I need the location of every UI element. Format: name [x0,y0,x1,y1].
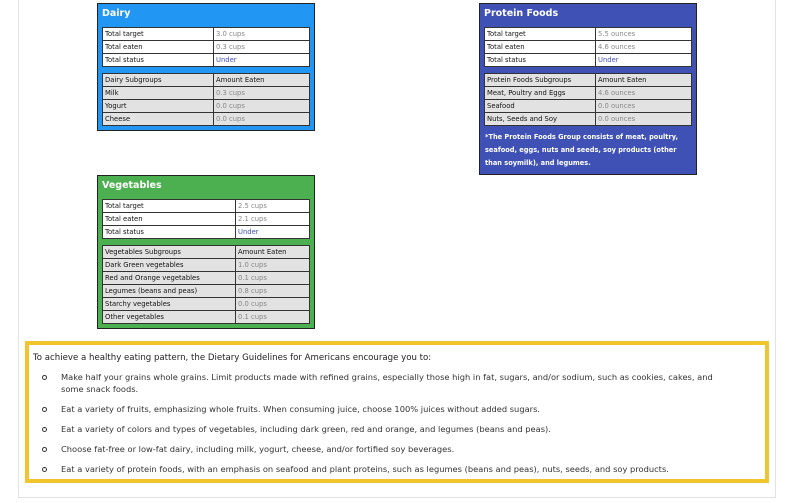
summary-row: Total status Under [102,53,310,67]
summary-value: 3.0 cups [213,27,310,41]
guideline-item: Eat a variety of colors and types of veg… [42,423,765,435]
subgroup-label: Cheese [102,112,214,126]
subgroup-row: Legumes (beans and peas) 0.8 cups [102,284,310,298]
content-frame [18,0,776,498]
subgroup-value: 0.8 cups [235,284,310,298]
subgroup-label: Legumes (beans and peas) [102,284,236,298]
guidelines-box: To achieve a healthy eating pattern, the… [25,341,769,483]
summary-label: Total eaten [102,40,214,54]
summary-label: Total target [484,27,596,41]
summary-value: 2.5 cups [235,199,310,213]
subgroup-value: 0.0 ounces [595,112,692,126]
summary-row: Total target 2.5 cups [102,199,310,213]
subgroup-row: Yogurt 0.0 cups [102,99,310,113]
subgroup-row: Other vegetables 0.1 cups [102,310,310,324]
panel-title: Dairy [102,8,131,19]
summary-table: Total target 5.5 ounces Total eaten 4.6 oun… [484,27,692,67]
subgroup-row: Starchy vegetables 0.0 cups [102,297,310,311]
summary-label: Total eaten [484,40,596,54]
panel-title: Vegetables [102,180,162,191]
subgroup-label: Milk [102,86,214,100]
panel-title: Protein Foods [484,8,559,19]
header-cell: Vegetables Subgroups [102,245,236,259]
subgroup-row: Dark Green vegetables 1.0 cups [102,258,310,272]
header-cell: Amount Eaten [595,73,692,87]
summary-label: Total target [102,27,214,41]
guidelines-intro: To achieve a healthy eating pattern, the… [33,353,432,363]
subgroup-label: Meat, Poultry and Eggs [484,86,596,100]
subgroup-row: Meat, Poultry and Eggs 4.6 ounces [484,86,692,100]
guideline-item: Make half your grains whole grains. Limi… [42,371,765,395]
subgroup-label: Dark Green vegetables [102,258,236,272]
subgroup-label: Nuts, Seeds and Soy [484,112,596,126]
subgroup-row: Red and Orange vegetables 0.1 cups [102,271,310,285]
subgroup-label: Yogurt [102,99,214,113]
subgroup-value: 0.0 cups [235,297,310,311]
summary-label: Total target [102,199,236,213]
subgroup-value: 0.0 cups [213,99,310,113]
subgroup-table: Vegetables Subgroups Amount Eaten Dark Gre… [102,245,310,324]
subgroup-label: Seafood [484,99,596,113]
summary-label: Total eaten [102,212,236,226]
subgroup-value: 0.0 ounces [595,99,692,113]
summary-value: 4.6 ounces [595,40,692,54]
header-cell: Protein Foods Subgroups [484,73,596,87]
subgroup-row: Seafood 0.0 ounces [484,99,692,113]
summary-row: Total eaten 0.3 cups [102,40,310,54]
subgroup-header: Protein Foods Subgroups Amount Eaten [484,73,692,87]
summary-table: Total target 2.5 cups Total eaten 2.1 cups T… [102,199,310,239]
subgroup-value: 1.0 cups [235,258,310,272]
guideline-item: Eat a variety of fruits, emphasizing who… [42,403,765,415]
header-cell: Amount Eaten [235,245,310,259]
summary-table: Total target 3.0 cups Total eaten 0.3 cups T… [102,27,310,67]
summary-value: Under [235,225,310,239]
summary-label: Total status [102,225,236,239]
subgroup-label: Other vegetables [102,310,236,324]
food-panel: Dairy Total target 3.0 cups Total eaten 0.3 … [97,3,315,131]
summary-row: Total status Under [484,53,692,67]
subgroup-table: Dairy Subgroups Amount Eaten Milk 0.3 cups Y… [102,73,310,126]
header-cell: Dairy Subgroups [102,73,214,87]
subgroup-table: Protein Foods Subgroups Amount Eaten Meat,… [484,73,692,126]
summary-value: 2.1 cups [235,212,310,226]
subgroup-value: 0.1 cups [235,271,310,285]
summary-row: Total target 5.5 ounces [484,27,692,41]
subgroup-value: 0.0 cups [213,112,310,126]
summary-row: Total eaten 2.1 cups [102,212,310,226]
header-cell: Amount Eaten [213,73,310,87]
summary-row: Total status Under [102,225,310,239]
subgroup-label: Red and Orange vegetables [102,271,236,285]
summary-value: 0.3 cups [213,40,310,54]
panel-note: *The Protein Foods Group consists of mea… [485,133,678,167]
summary-label: Total status [102,53,214,67]
guidelines-list: Make half your grains whole grains. Limi… [29,371,765,475]
food-panel: Vegetables Total target 2.5 cups Total eate… [97,175,315,329]
subgroup-value: 0.3 cups [213,86,310,100]
summary-value: 5.5 ounces [595,27,692,41]
subgroup-row: Milk 0.3 cups [102,86,310,100]
guideline-item: Eat a variety of protein foods, with an … [42,463,765,475]
summary-value: Under [595,53,692,67]
subgroup-value: 0.1 cups [235,310,310,324]
guideline-item: Choose fat-free or low-fat dairy, includ… [42,443,765,455]
subgroup-row: Cheese 0.0 cups [102,112,310,126]
subgroup-header: Dairy Subgroups Amount Eaten [102,73,310,87]
subgroup-label: Starchy vegetables [102,297,236,311]
summary-label: Total status [484,53,596,67]
summary-row: Total target 3.0 cups [102,27,310,41]
subgroup-row: Nuts, Seeds and Soy 0.0 ounces [484,112,692,126]
summary-row: Total eaten 4.6 ounces [484,40,692,54]
food-panel: Protein Foods Total target 5.5 ounces Total… [479,3,697,175]
summary-value: Under [213,53,310,67]
subgroup-value: 4.6 ounces [595,86,692,100]
subgroup-header: Vegetables Subgroups Amount Eaten [102,245,310,259]
